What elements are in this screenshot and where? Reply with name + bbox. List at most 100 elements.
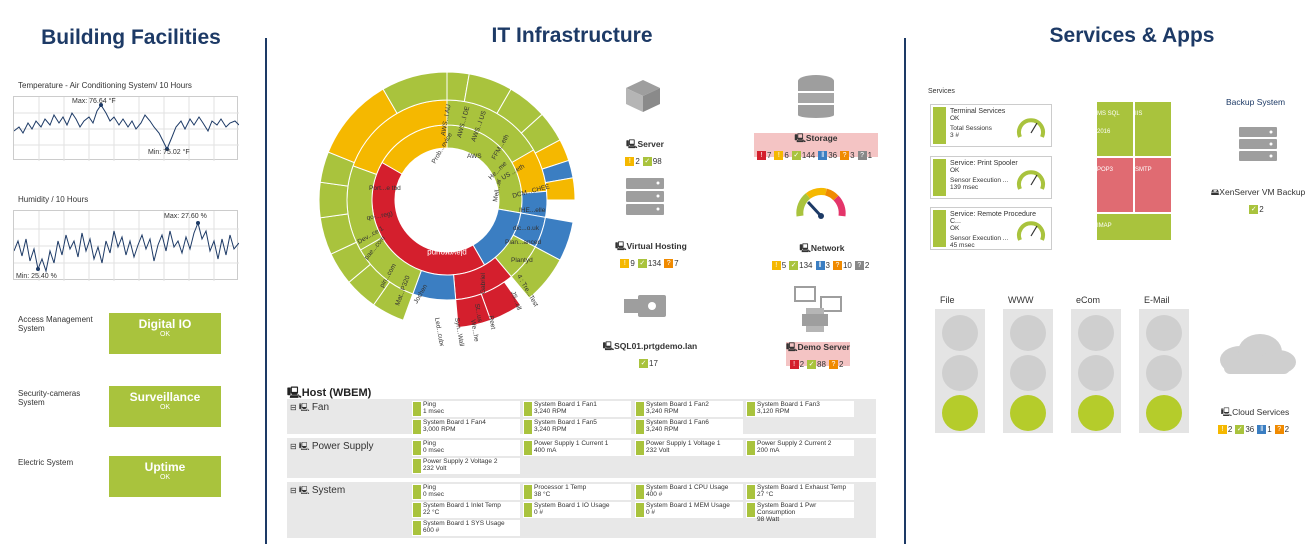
service-gauge-icon [1017,221,1045,241]
sensor-value: 200 mA [757,447,780,454]
sensor-name: Processor 1 Temp [534,484,587,491]
traffic-light-green-lamp [1146,395,1182,431]
host-group-label[interactable]: ⊟ 🖳 System [290,485,346,496]
virtual-hosting-device[interactable]: 🖳Virtual Hosting ! 9 ✓ 134? 7 [596,241,706,273]
demo-server-device[interactable]: 🖳Demo Server ! 2 ✓ 88? 2 [786,342,850,370]
status-badge-icon: ✓ [791,151,801,161]
sensor-value: 0 msec [423,447,444,454]
check-icon [933,210,946,247]
status-badge-count: 36 [828,151,838,161]
sensor-tile[interactable]: System Board 1 Fan2 3,240 RPM [635,401,743,417]
traffic-light[interactable] [1139,309,1189,433]
host-group-label[interactable]: ⊟ 🖳 Fan [290,402,330,413]
sensor-name: Ping [423,401,437,408]
sensor-value: 232 Volt [423,465,447,472]
digital-io-status: OK [159,331,171,338]
sensor-tile[interactable]: System Board 1 CPU Usage 400 # [635,484,743,500]
sensor-tile[interactable]: Ping 0 msec [412,484,520,500]
sql-badges: ✓ 17 [590,355,710,373]
status-badge-count: 134 [647,259,662,269]
sensor-tile[interactable]: System Board 1 Fan1 3,240 RPM [523,401,631,417]
service-card[interactable]: Service: Remote Procedure C... OK Sensor E… [930,207,1052,250]
sensor-tile[interactable]: Processor 1 Temp 38 °C [523,484,631,500]
uptime-tile[interactable]: Uptime OK [109,456,221,497]
treemap-pop3[interactable]: POP3 [1096,157,1134,213]
status-badge-count: 2 [799,360,805,370]
digital-io-tile[interactable]: Digital IO OK [109,313,221,354]
traffic-light[interactable] [1071,309,1121,433]
sensor-tile[interactable]: System Board 1 Fan5 3,240 RPM [523,419,631,435]
backup-system-title: Backup System [1226,97,1286,107]
cloud-services-device[interactable]: 🖳Cloud Services ! 2 ✓ 36 ‖ 1? 2 [1210,407,1300,439]
sunburst-segment-label: Port...e tbd [369,185,401,192]
storage-device[interactable]: 🖳Storage ! 7! 6 ✓ 144 ‖ 36? 3? 1 [754,133,878,161]
sunburst-ring-outer[interactable] [510,246,561,299]
sensor-name: System Board 1 Fan6 [646,419,709,426]
check-icon [636,503,644,517]
treemap-smtp[interactable]: SMTP [1134,157,1172,213]
sensor-tile[interactable]: Power Supply 2 Current 2 200 mA [746,440,854,456]
sensor-value: 27 °C [757,491,774,498]
treemap-mssql-label: MS SQL 2016 [1097,111,1120,135]
server-rack-icon [625,177,665,222]
service-name: Service: Print Spooler [950,160,1018,167]
status-badge-count: 17 [649,359,658,369]
temperature-chart[interactable]: Max: 76.64 °F Min: 75.02 °F [13,96,240,161]
treemap-mssql[interactable]: MS SQL 2016 [1096,101,1134,157]
status-badge-count: 3 [850,151,855,161]
host-group-name: System [311,485,346,496]
xenserver-backup-device[interactable]: 🖴XenServer VM Backup ✓ 2 [1206,187,1310,219]
sensor-tile[interactable]: Power Supply 1 Current 1 400 mA [523,440,631,456]
server-device[interactable]: 🖳Server ! 2 ✓ 98 [600,139,690,171]
sensor-tile[interactable]: Power Supply 1 Voltage 1 232 Volt [635,440,743,456]
server-cube-icon [624,78,662,119]
sunburst-ring-outer[interactable] [544,177,576,201]
host-group-label[interactable]: ⊟ 🖳 Power Supply [290,441,374,452]
status-badge-count: 1 [867,151,873,161]
sensor-tile[interactable]: System Board 1 Fan4 3,000 RPM [412,419,520,435]
sunburst-segment-label: St...us [473,303,483,323]
xenserver-badges: ✓ 2 [1206,201,1310,219]
sensor-tile[interactable]: System Board 1 Pwr Consumption 98 Watt [746,502,854,523]
status-badge-icon: ! [625,157,635,167]
network-device-icon: 🖳 [799,243,811,253]
sunburst-ring-outer[interactable] [318,181,349,219]
sensor-tile[interactable]: System Board 1 Fan3 3,120 RPM [746,401,854,417]
sensor-tile[interactable]: System Board 1 MEM Usage 0 # [635,502,743,518]
status-badge-count: 88 [817,360,826,370]
sunburst-ring-outer[interactable] [455,293,492,329]
sensor-tile[interactable]: Power Supply 2 Voltage 2 232 Volt [412,458,520,474]
service-status: OK [950,115,960,122]
humidity-chart[interactable]: Max: 27.60 % Min: 25.40 % [13,210,240,281]
sensor-tile[interactable]: System Board 1 SYS Usage 600 # [412,520,520,536]
status-badge-count: 36 [1245,425,1255,435]
sensor-tile[interactable]: System Board 1 Exhaust Temp 27 °C [746,484,854,500]
status-badge-icon: ‖ [1257,425,1267,435]
traffic-light[interactable] [935,309,985,433]
surveillance-tile[interactable]: Surveillance OK [109,386,221,427]
status-badge-count: 2 [1259,205,1264,215]
sunburst-chart[interactable]: playground Prob...evice Port...e tbd AWS...… [318,58,576,349]
service-value: 45 msec [950,242,975,249]
treemap-iis[interactable]: IIS [1134,101,1172,157]
traffic-light-label: eCom [1076,295,1101,305]
treemap[interactable]: MS SQL 2016 IIS POP3 SMTP IMAP [1096,101,1172,241]
service-card[interactable]: Service: Print Spooler OK Sensor Execution… [930,156,1052,199]
network-device[interactable]: 🖳Network ! 5 ✓ 134 ‖ 3? 10? 2 [760,243,884,275]
server-device-icon: 🖳 [626,139,638,149]
cloud-name: Cloud Services [1232,407,1290,417]
sql-device[interactable]: 🖳SQL01.prtgdemo.lan ✓ 17 [590,341,710,373]
sensor-value: 0 # [534,509,544,516]
status-badge-icon: ✓ [807,360,817,370]
traffic-light[interactable] [1003,309,1053,433]
sensor-tile[interactable]: Ping 1 msec [412,401,520,417]
sensor-tile[interactable]: System Board 1 IO Usage 0 # [523,502,631,518]
sensor-tile[interactable]: System Board 1 Inlet Temp 22 °C [412,502,520,518]
sunburst-ring-outer[interactable] [327,88,398,164]
sensor-tile[interactable]: System Board 1 Fan6 3,240 RPM [635,419,743,435]
sensor-tile[interactable]: Ping 0 msec [412,440,520,456]
traffic-light-green-lamp [1078,395,1114,431]
sensor-name: System Board 1 Fan3 [757,401,820,408]
service-card[interactable]: Terminal Services OK Total Sessions 3 # [930,104,1052,147]
treemap-imap[interactable]: IMAP [1096,213,1172,241]
